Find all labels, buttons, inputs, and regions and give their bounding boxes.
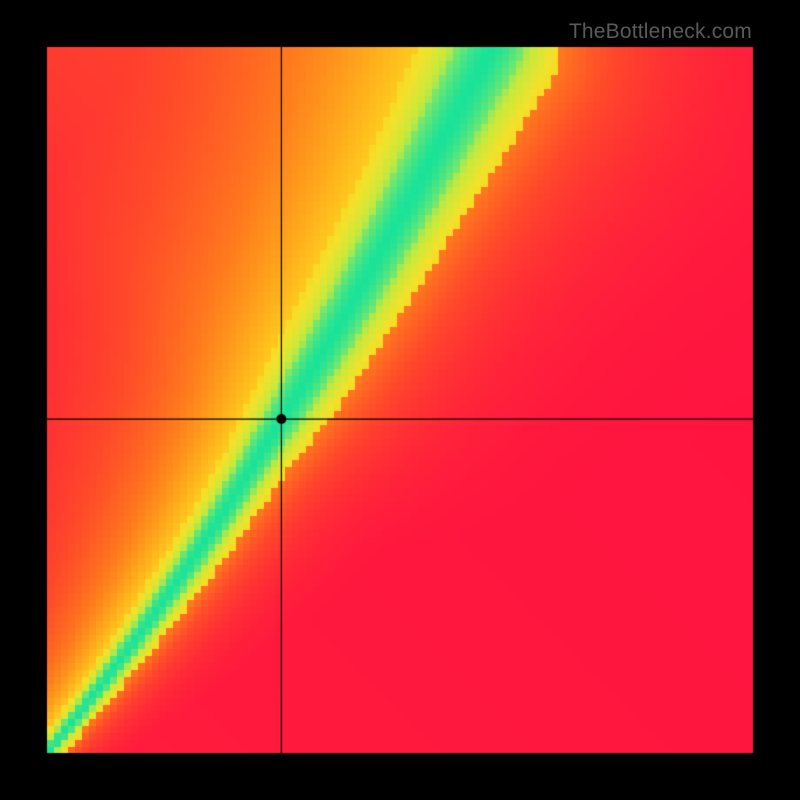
heatmap-canvas [0,0,800,800]
chart-container: TheBottleneck.com [0,0,800,800]
